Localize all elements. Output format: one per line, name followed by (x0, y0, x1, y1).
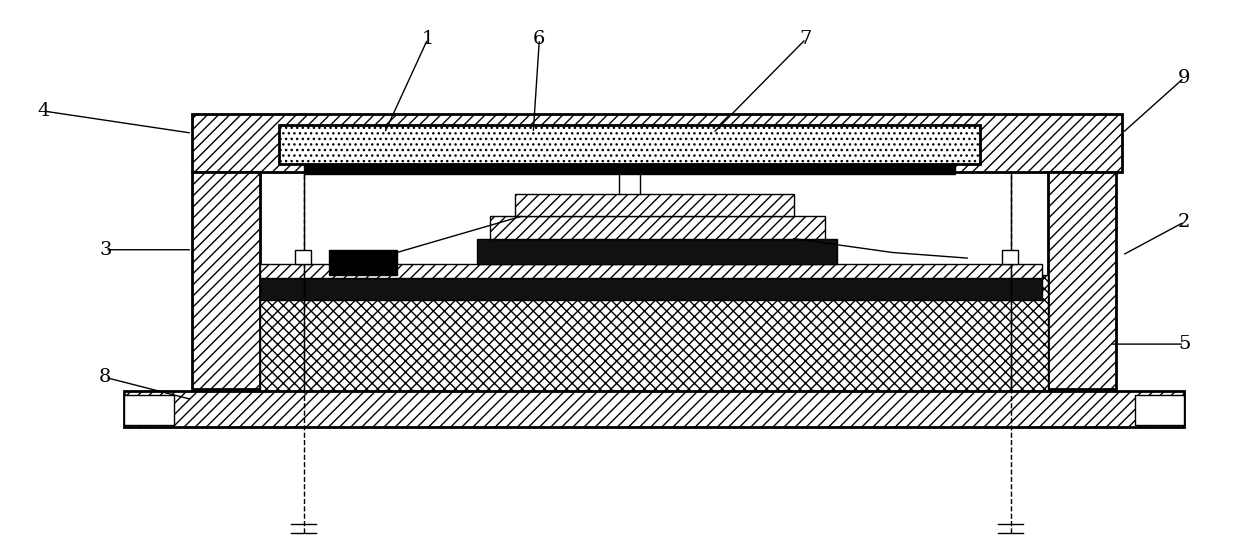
Text: 8: 8 (99, 369, 112, 386)
Bar (1048, 172, 1116, 388)
Bar (124, 391, 1184, 427)
Bar (192, 172, 260, 388)
Text: 5: 5 (1178, 335, 1190, 353)
Bar (515, 194, 794, 216)
Bar (304, 164, 955, 174)
Bar (477, 239, 837, 264)
Bar (279, 125, 980, 164)
Bar (124, 395, 174, 425)
Bar (260, 172, 1048, 388)
Text: 4: 4 (37, 102, 50, 120)
Bar (260, 275, 1048, 391)
Bar (192, 114, 1122, 172)
Bar (279, 125, 980, 164)
Text: 3: 3 (99, 241, 112, 259)
Bar (260, 264, 1042, 278)
Text: 6: 6 (533, 30, 546, 48)
Bar (1135, 395, 1184, 425)
Bar (1002, 250, 1018, 264)
Bar (490, 216, 825, 239)
Bar (295, 250, 311, 264)
Text: 1: 1 (422, 30, 434, 48)
Text: 9: 9 (1178, 69, 1190, 87)
Text: 2: 2 (1178, 213, 1190, 231)
Bar (260, 278, 1042, 300)
Text: 7: 7 (800, 30, 812, 48)
Bar (329, 250, 397, 275)
